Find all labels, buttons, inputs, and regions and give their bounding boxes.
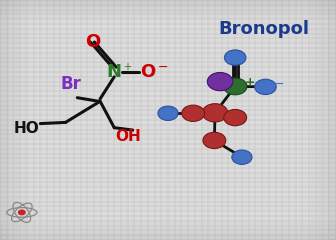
Text: −: − — [274, 78, 284, 91]
Circle shape — [18, 210, 25, 215]
Circle shape — [224, 109, 247, 126]
Circle shape — [223, 78, 247, 95]
Circle shape — [158, 106, 178, 120]
Text: −: − — [157, 61, 168, 74]
Text: O: O — [85, 33, 100, 51]
Text: +: + — [245, 76, 256, 89]
Text: HO: HO — [14, 121, 40, 136]
Text: OH: OH — [115, 129, 140, 144]
Circle shape — [202, 104, 228, 122]
Text: O: O — [140, 63, 156, 81]
Circle shape — [203, 132, 226, 149]
Circle shape — [207, 72, 233, 91]
Text: Bronopol: Bronopol — [218, 20, 309, 38]
Text: N: N — [107, 63, 122, 81]
Text: +: + — [123, 62, 131, 72]
Circle shape — [255, 79, 276, 95]
Circle shape — [232, 150, 252, 164]
Circle shape — [224, 50, 246, 65]
Text: Br: Br — [60, 75, 81, 93]
Circle shape — [182, 105, 205, 121]
